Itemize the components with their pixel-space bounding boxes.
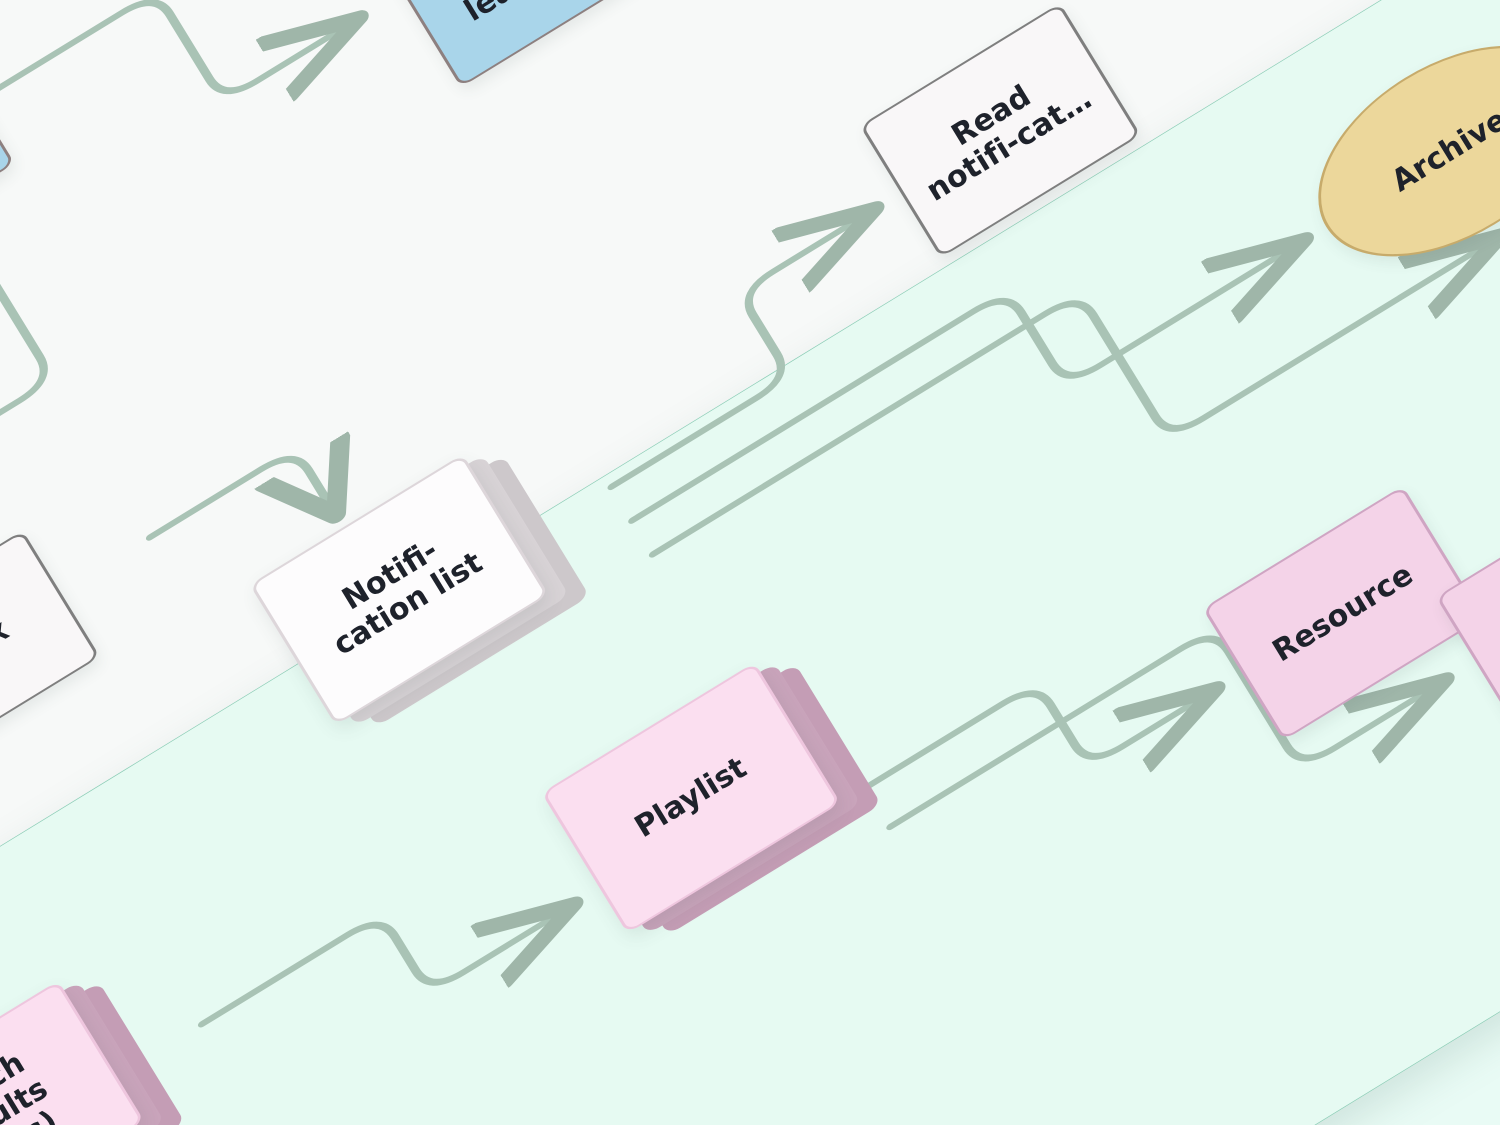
node-notification-list-label: Notifi-cation list [327,532,489,663]
node-archive-label: Archive [1385,102,1500,200]
node-resource-label: Resource [1266,556,1420,670]
node-playlist-label: Playlist [628,750,753,845]
node-inbox-label: Inbox [0,612,16,692]
